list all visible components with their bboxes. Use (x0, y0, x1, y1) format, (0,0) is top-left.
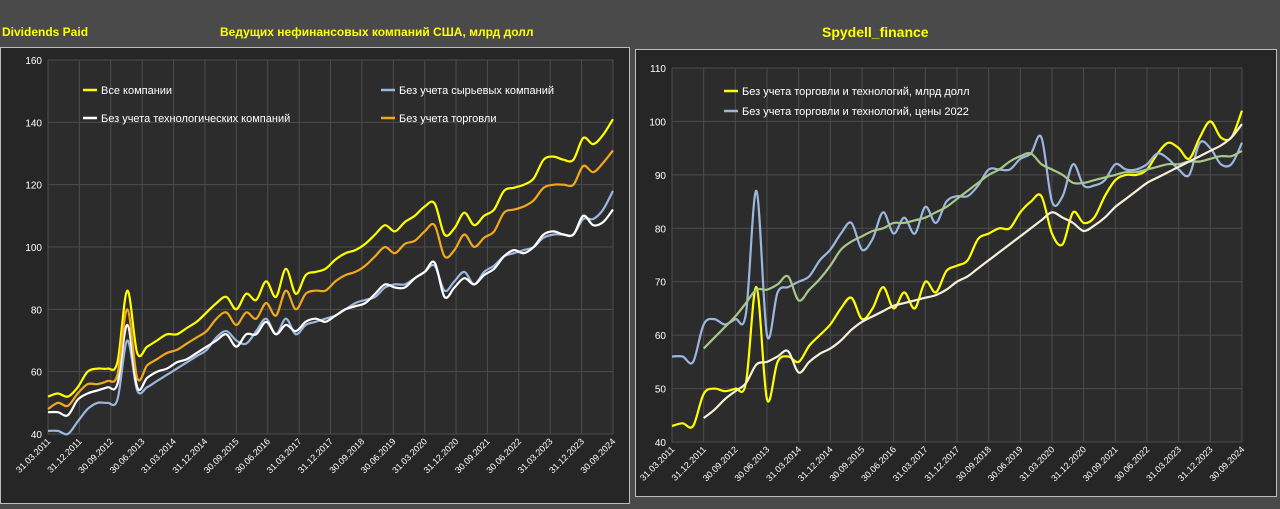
y-tick-label: 70 (655, 278, 667, 289)
y-tick-label: 50 (655, 385, 667, 396)
legend-label: Без учета торговли (399, 113, 496, 125)
legend-label: Все компании (101, 85, 172, 97)
legend-label: Без учета торговли и технологий, цены 20… (742, 106, 969, 118)
right-chart-panel: 31.03.2011 31.12.2011 30.09.2012 30.06.2013… (635, 49, 1277, 497)
y-tick-label: 60 (655, 331, 667, 342)
y-tick-label: 110 (650, 64, 666, 75)
y-tick-label: 40 (655, 438, 667, 449)
series-line-2 (702, 149, 1243, 350)
series-line-3 (703, 123, 1243, 419)
y-tick-label: 90 (655, 171, 667, 182)
y-tick-label: 80 (655, 224, 667, 235)
series-line-2 (47, 208, 614, 417)
y-tick-label: 100 (649, 117, 666, 128)
y-tick-label: 120 (25, 181, 42, 192)
left-chart-panel: 31.03.2011 31.12.2011 30.09.2012 30.06.2013… (0, 47, 630, 504)
y-tick-label: 60 (31, 368, 43, 379)
series-line-0 (47, 118, 614, 398)
y-tick-label: 100 (25, 243, 42, 254)
series-line-3 (47, 149, 614, 411)
legend-label: Без учета торговли и технологий, млрд до… (742, 86, 969, 98)
left-chart-title: Dividends Paid (2, 25, 89, 39)
right-chart-title: Spydell_finance (822, 24, 929, 40)
y-tick-label: 40 (31, 430, 43, 441)
y-tick-label: 160 (25, 56, 42, 67)
y-tick-label: 140 (25, 118, 42, 129)
y-tick-label: 80 (31, 305, 43, 316)
left-chart-subtitle: Ведущих нефинансовых компаний США, млрд … (220, 25, 534, 39)
series-line-1 (671, 134, 1243, 365)
legend-label: Без учета технологических компаний (101, 113, 290, 125)
left-chart-svg: 31.03.201131.12.201130.09.201230.06.2013… (14, 56, 617, 475)
right-chart-svg: 31.03.201131.12.201130.09.201230.06.2013… (638, 64, 1246, 483)
legend-label: Без учета сырьевых компаний (399, 85, 554, 97)
